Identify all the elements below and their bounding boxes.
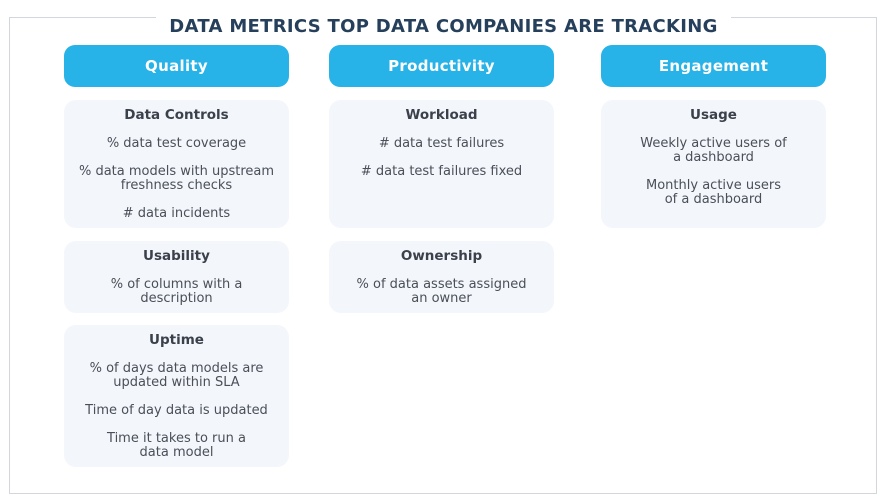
metric-data-incidents: # data incidents [122, 206, 231, 221]
metric-data-test-failures-fixed: # data test failures fixed [360, 164, 523, 179]
header-productivity: Productivity [329, 45, 554, 87]
card-title-ownership: Ownership [400, 248, 483, 264]
card-ownership: Ownership % of data assets assigned an o… [329, 241, 554, 313]
metric-weekly-active-users: Weekly active users of a dashboard [640, 136, 787, 165]
card-workload: Workload # data test failures # data tes… [329, 100, 554, 228]
metric-data-test-failures: # data test failures [378, 136, 505, 151]
header-quality: Quality [64, 45, 289, 87]
card-usage: Usage Weekly active users of a dashboard… [601, 100, 826, 228]
column-quality: Quality Data Controls % data test covera… [64, 45, 289, 467]
metric-assets-assigned-owner: % of data assets assigned an owner [356, 277, 527, 306]
metric-data-test-coverage: % data test coverage [106, 136, 247, 151]
card-title-uptime: Uptime [149, 332, 204, 348]
card-title-workload: Workload [405, 107, 478, 123]
metric-monthly-active-users: Monthly active users of a dashboard [646, 178, 781, 207]
header-engagement: Engagement [601, 45, 826, 87]
diagram-title-text: DATA METRICS TOP DATA COMPANIES ARE TRAC… [156, 13, 731, 41]
card-title-data-controls: Data Controls [124, 107, 229, 123]
card-title-usage: Usage [690, 107, 737, 123]
card-usability: Usability % of columns with a descriptio… [64, 241, 289, 313]
metric-upstream-freshness: % data models with upstream freshness ch… [78, 164, 275, 193]
metric-time-to-run-model: Time it takes to run a data model [107, 431, 246, 460]
metric-time-of-day-updated: Time of day data is updated [85, 403, 268, 418]
diagram-title: DATA METRICS TOP DATA COMPANIES ARE TRAC… [0, 2, 887, 41]
metric-columns-description: % of columns with a description [110, 277, 243, 306]
card-data-controls: Data Controls % data test coverage % dat… [64, 100, 289, 228]
card-uptime: Uptime % of days data models are updated… [64, 325, 289, 467]
column-engagement: Engagement Usage Weekly active users of … [601, 45, 826, 228]
column-productivity: Productivity Workload # data test failur… [329, 45, 554, 313]
card-title-usability: Usability [143, 248, 210, 264]
metric-days-within-sla: % of days data models are updated within… [89, 361, 264, 390]
